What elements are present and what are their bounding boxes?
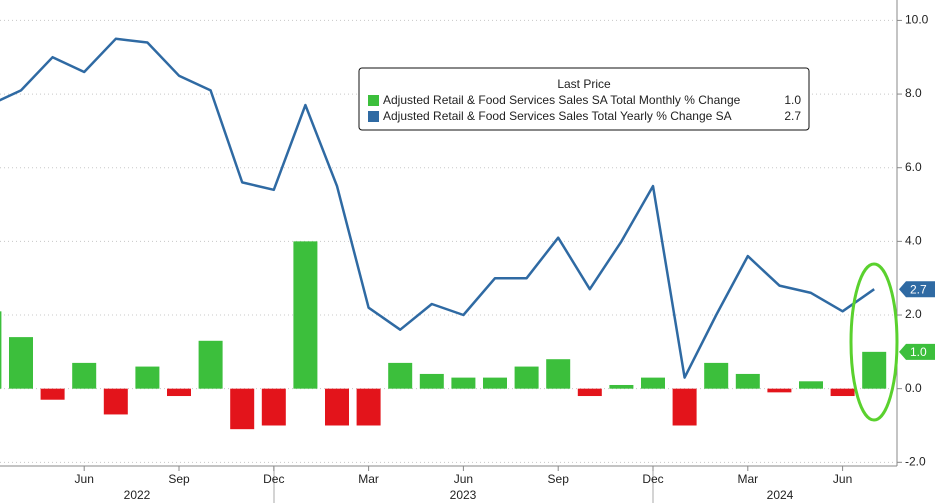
- line: [0, 37, 875, 379]
- bar: [672, 388, 697, 426]
- bar: [198, 340, 223, 389]
- bar: [325, 388, 349, 426]
- bar: [514, 366, 539, 389]
- x-tick-label: Jun: [833, 472, 852, 486]
- bar: [167, 388, 191, 397]
- plot-area: [0, 37, 887, 430]
- last-value-tag: [899, 281, 935, 298]
- legend-label: Adjusted Retail & Food Services Sales To…: [383, 109, 732, 123]
- last-value-tag: [899, 343, 935, 360]
- bar: [862, 351, 887, 389]
- y-tick-label: 2.0: [905, 307, 922, 321]
- bar: [388, 362, 413, 389]
- x-tick-label: Sep: [168, 472, 190, 486]
- bar: [103, 388, 128, 415]
- axis-labels: -2.0 0.0 2.0 4.0 6.0 8.0 10.0 Jun Sep Dec Mar Jun Se…: [75, 13, 935, 502]
- legend-swatch: [368, 95, 379, 106]
- bar: [0, 311, 2, 389]
- y-tick-label: 4.0: [905, 234, 922, 248]
- legend-items: Adjusted Retail & Food Services Sales SA…: [368, 93, 801, 123]
- bar: [609, 384, 634, 389]
- legend-box: [358, 67, 810, 131]
- y-tick-label: 6.0: [905, 160, 922, 174]
- bar: [641, 377, 665, 389]
- x-tick-label: Dec: [263, 472, 284, 486]
- legend-value: 1.0: [784, 93, 801, 107]
- y-tick-label: -2.0: [905, 454, 926, 468]
- bar: [830, 388, 855, 397]
- last-value-label: 2.7: [910, 282, 927, 296]
- bar: [483, 377, 507, 389]
- bar: [704, 362, 729, 389]
- y-tick-label: 10.0: [905, 13, 929, 27]
- x-tick-label: Jun: [75, 472, 94, 486]
- bar: [230, 388, 255, 430]
- legend: Last Price Adjusted Retail & Food Servic…: [358, 67, 810, 131]
- bar: [40, 388, 65, 400]
- legend-label: Adjusted Retail & Food Services Sales SA…: [383, 93, 741, 107]
- year-label: 2024: [767, 488, 794, 502]
- bar: [767, 388, 792, 393]
- bar: [135, 366, 160, 389]
- year-label: 2023: [450, 488, 477, 502]
- bar: [72, 362, 97, 389]
- bar: [799, 381, 823, 389]
- highlight-ellipse: [849, 262, 899, 422]
- x-tick-label: Dec: [642, 472, 663, 486]
- bar: [419, 373, 444, 389]
- legend-swatch: [368, 111, 379, 122]
- bar: [261, 388, 286, 426]
- bar: [546, 359, 571, 389]
- bar: [9, 337, 33, 389]
- bar: [577, 388, 602, 397]
- y-tick-label: 0.0: [905, 381, 922, 395]
- bar: [356, 388, 381, 426]
- last-value-label: 1.0: [910, 345, 927, 359]
- x-tick-label: Mar: [358, 472, 379, 486]
- y-tick-label: 8.0: [905, 86, 922, 100]
- legend-value: 2.7: [784, 109, 801, 123]
- legend-title: Last Price: [557, 77, 611, 91]
- x-tick-label: Jun: [454, 472, 473, 486]
- year-label: 2022: [124, 488, 151, 502]
- bar: [735, 373, 760, 389]
- bar: [293, 241, 318, 389]
- x-tick-label: Sep: [548, 472, 570, 486]
- bar: [451, 377, 476, 389]
- x-tick-label: Mar: [737, 472, 758, 486]
